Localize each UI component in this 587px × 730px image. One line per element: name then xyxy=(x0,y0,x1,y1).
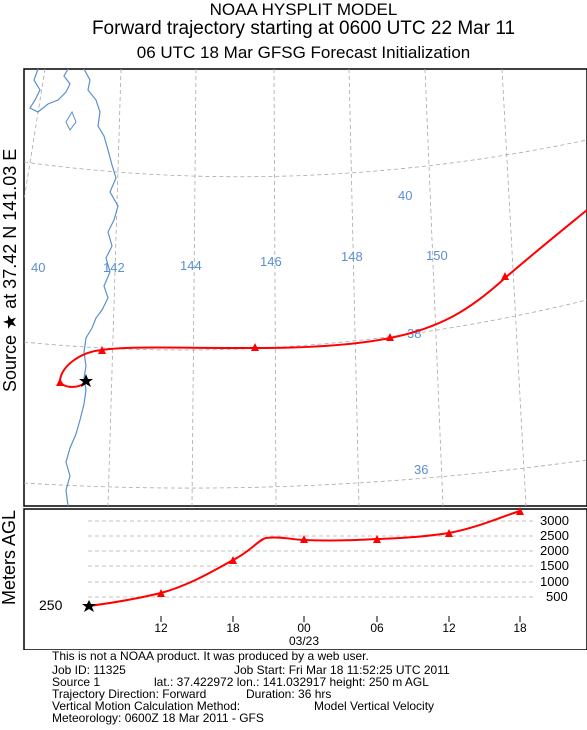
forecast-subtitle: 06 UTC 18 Mar GFSG Forecast Initializati… xyxy=(136,43,471,62)
lat-label-40: 40 xyxy=(398,188,412,203)
height-marker xyxy=(157,589,165,597)
map-frame xyxy=(23,68,587,507)
start-star-icon xyxy=(82,600,96,612)
y-tick-1000: 1000 xyxy=(540,574,569,589)
vertical-motion-value: Model Vertical Velocity xyxy=(314,699,435,713)
lon-label-144: 144 xyxy=(180,258,202,273)
trajectory-marker xyxy=(56,378,64,386)
x-tick-06: 06 xyxy=(370,621,384,635)
inland-lake xyxy=(65,110,77,131)
height-marker xyxy=(516,507,524,515)
source-coordinates: lat.: 37.422972 lon.: 141.032917 height:… xyxy=(154,675,429,689)
y-tick-500: 500 xyxy=(546,589,568,604)
x-tick-marks xyxy=(160,616,521,622)
source-star-icon xyxy=(79,374,93,387)
y-tick-3000: 3000 xyxy=(540,513,569,528)
trajectory-figure: 40 142 144 146 148 150 40 38 36 xyxy=(23,68,587,650)
trajectory-marker xyxy=(98,346,106,354)
y-tick-2000: 2000 xyxy=(540,543,569,558)
height-gridlines xyxy=(88,520,535,598)
disclaimer-text: This is not a NOAA product. It was produ… xyxy=(52,649,369,663)
lon-label-148: 148 xyxy=(341,249,363,264)
height-series-line xyxy=(88,510,521,607)
height-marker xyxy=(229,556,237,564)
y-tick-1500: 1500 xyxy=(540,558,569,573)
trajectory-marker xyxy=(251,343,259,351)
x-tick-12: 12 xyxy=(154,621,168,635)
lon-label-146: 146 xyxy=(260,254,282,269)
lon-label-142: 142 xyxy=(103,260,125,275)
trajectory-direction: Trajectory Direction: Forward xyxy=(52,687,207,701)
x-tick-18: 18 xyxy=(226,621,240,635)
x-tick-00: 00 xyxy=(297,621,311,635)
height-panel: 3000 2500 2000 1500 1000 500 250 12 18 0… xyxy=(23,507,587,650)
map-graticule xyxy=(23,68,587,507)
japan-coastline xyxy=(29,68,119,507)
trajectory-duration: Duration: 36 hrs xyxy=(246,687,332,701)
height-marker xyxy=(445,529,453,537)
trajectory-subtitle: Forward trajectory starting at 0600 UTC … xyxy=(91,18,516,39)
date-label: 03/23 xyxy=(289,634,319,648)
x-tick-12b: 12 xyxy=(442,621,456,635)
vertical-motion-label: Vertical Motion Calculation Method: xyxy=(52,699,241,713)
lat-label-36: 36 xyxy=(414,462,428,477)
lon-label-140: 40 xyxy=(31,260,45,275)
height-marker xyxy=(373,535,381,543)
map-panel: 40 142 144 146 148 150 40 38 36 xyxy=(23,68,587,507)
height-markers xyxy=(157,507,524,597)
meteorology-info: Meteorology: 0600Z 18 Mar 2011 - GFS xyxy=(52,711,264,725)
start-height-label: 250 xyxy=(39,597,63,613)
lon-label-150: 150 xyxy=(426,248,448,263)
x-tick-18b: 18 xyxy=(513,621,527,635)
trajectory-marker xyxy=(386,333,394,341)
job-id: Job ID: 11325 xyxy=(52,663,126,677)
source-number: Source 1 xyxy=(52,675,101,689)
y-tick-2500: 2500 xyxy=(540,528,569,543)
job-start: Job Start: Fri Mar 18 11:52:25 UTC 2011 xyxy=(234,663,450,677)
trajectory-markers xyxy=(56,272,509,386)
footer-info: This is not a NOAA product. It was produ… xyxy=(24,650,587,730)
height-marker xyxy=(300,535,308,543)
trajectory-marker xyxy=(501,272,509,280)
model-title: NOAA HYSPLIT MODEL xyxy=(209,0,398,19)
lat-label-38: 38 xyxy=(407,326,421,341)
height-frame xyxy=(23,508,587,650)
